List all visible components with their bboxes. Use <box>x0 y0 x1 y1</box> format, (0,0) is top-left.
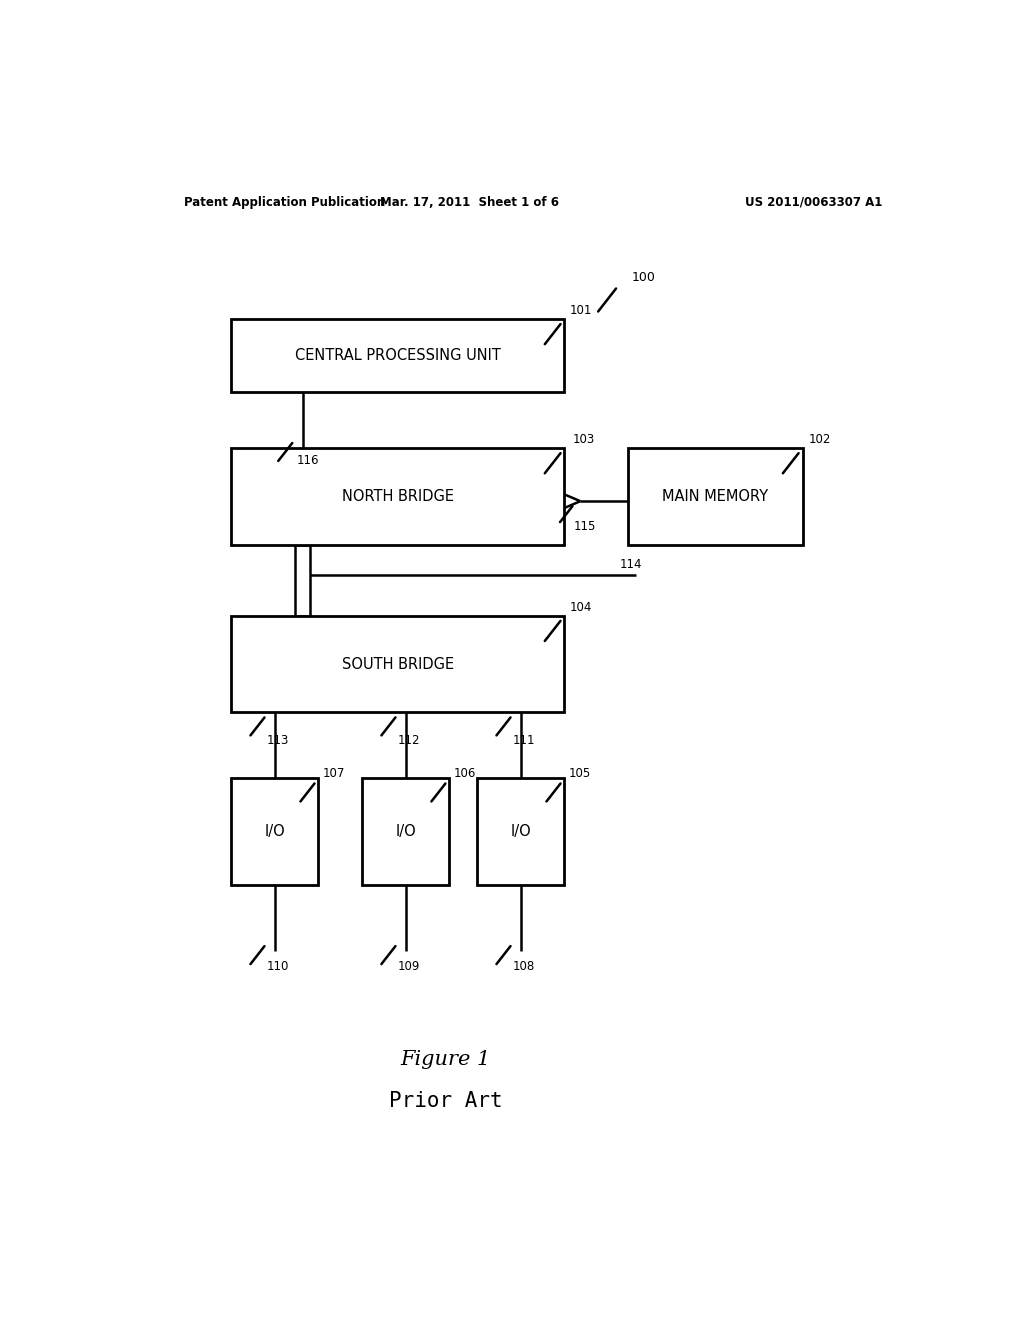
Text: Figure 1: Figure 1 <box>400 1051 490 1069</box>
Bar <box>231 447 564 545</box>
Text: 102: 102 <box>809 433 831 446</box>
Text: 100: 100 <box>632 271 655 284</box>
Text: 105: 105 <box>568 767 591 780</box>
Text: 103: 103 <box>572 433 595 446</box>
Bar <box>628 447 803 545</box>
Bar <box>231 319 564 392</box>
Text: Mar. 17, 2011  Sheet 1 of 6: Mar. 17, 2011 Sheet 1 of 6 <box>380 195 559 209</box>
Text: 109: 109 <box>397 960 420 973</box>
Text: 112: 112 <box>397 734 420 747</box>
Bar <box>231 615 564 713</box>
Text: 113: 113 <box>267 734 289 747</box>
Text: 106: 106 <box>454 767 476 780</box>
Text: Patent Application Publication: Patent Application Publication <box>183 195 385 209</box>
Text: 107: 107 <box>323 767 345 780</box>
Text: 110: 110 <box>267 960 289 973</box>
Text: US 2011/0063307 A1: US 2011/0063307 A1 <box>744 195 882 209</box>
Text: 114: 114 <box>620 558 642 572</box>
Text: 116: 116 <box>296 454 318 467</box>
Text: Prior Art: Prior Art <box>389 1090 502 1110</box>
Text: NORTH BRIDGE: NORTH BRIDGE <box>342 488 454 504</box>
Text: 111: 111 <box>513 734 536 747</box>
Text: MAIN MEMORY: MAIN MEMORY <box>663 488 768 504</box>
Text: CENTRAL PROCESSING UNIT: CENTRAL PROCESSING UNIT <box>295 348 501 363</box>
Text: I/O: I/O <box>395 824 416 840</box>
Text: SOUTH BRIDGE: SOUTH BRIDGE <box>342 656 454 672</box>
Text: 108: 108 <box>513 960 536 973</box>
Bar <box>362 779 450 886</box>
Text: I/O: I/O <box>510 824 531 840</box>
Bar <box>477 779 564 886</box>
Text: I/O: I/O <box>264 824 286 840</box>
Bar <box>231 779 318 886</box>
Text: 101: 101 <box>569 305 592 317</box>
Text: 115: 115 <box>574 520 596 533</box>
Text: 104: 104 <box>569 601 592 614</box>
